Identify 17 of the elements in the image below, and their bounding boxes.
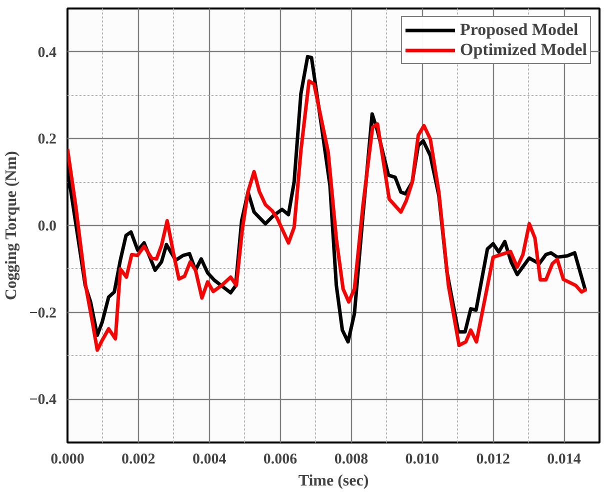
x-tick-label: 0.004	[192, 452, 227, 468]
y-tick-label: 0.4	[38, 44, 57, 61]
y-tick-label: 0.2	[38, 132, 56, 148]
legend-label: Optimized Model	[460, 40, 587, 60]
y-tick-label: −0.2	[29, 305, 57, 322]
x-tick-label: 0.010	[405, 452, 440, 468]
y-axis-title: Cogging Torque (Nm)	[3, 151, 20, 300]
x-tick-label: 0.008	[334, 452, 368, 468]
x-tick-label: 0.006	[263, 452, 298, 468]
y-tick-label: 0.0	[38, 218, 56, 234]
x-tick-label: 0.002	[122, 452, 156, 468]
y-tick-label: −0.4	[29, 392, 57, 408]
x-tick-label: 0.014	[547, 452, 582, 468]
x-tick-label: 0.000	[50, 452, 84, 468]
x-axis-title: Time (sec)	[298, 472, 369, 490]
legend-label: Proposed Model	[460, 20, 578, 40]
x-tick-label: 0.012	[476, 452, 510, 468]
